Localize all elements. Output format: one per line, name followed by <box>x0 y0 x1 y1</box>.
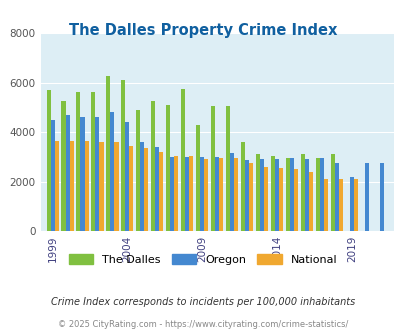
Bar <box>264 167 268 231</box>
Bar <box>114 142 118 231</box>
Bar <box>304 159 308 231</box>
Bar <box>170 157 174 231</box>
Bar <box>241 142 245 231</box>
Bar <box>189 155 193 231</box>
Bar <box>196 125 200 231</box>
Text: © 2025 CityRating.com - https://www.cityrating.com/crime-statistics/: © 2025 CityRating.com - https://www.city… <box>58 320 347 329</box>
Bar <box>300 154 304 231</box>
Bar <box>249 163 253 231</box>
Bar <box>330 154 334 231</box>
Bar <box>159 152 163 231</box>
Bar <box>256 154 260 231</box>
Bar <box>69 141 73 231</box>
Bar <box>315 158 319 231</box>
Bar <box>211 106 215 231</box>
Bar <box>271 155 274 231</box>
Bar <box>308 172 312 231</box>
Legend: The Dalles, Oregon, National: The Dalles, Oregon, National <box>64 250 341 269</box>
Bar <box>121 80 125 231</box>
Bar <box>99 142 103 231</box>
Bar <box>285 158 289 231</box>
Bar <box>219 158 223 231</box>
Bar <box>274 159 278 231</box>
Bar <box>245 160 249 231</box>
Bar <box>319 158 323 231</box>
Bar <box>144 148 148 231</box>
Bar <box>91 92 95 231</box>
Bar <box>155 147 159 231</box>
Bar <box>204 159 208 231</box>
Bar <box>226 106 230 231</box>
Bar <box>353 179 357 231</box>
Bar <box>110 112 114 231</box>
Bar <box>349 177 353 231</box>
Bar <box>379 163 383 231</box>
Bar <box>185 157 189 231</box>
Bar <box>166 105 170 231</box>
Text: Crime Index corresponds to incidents per 100,000 inhabitants: Crime Index corresponds to incidents per… <box>51 297 354 307</box>
Bar <box>174 155 178 231</box>
Bar <box>47 90 51 231</box>
Bar <box>215 157 219 231</box>
Text: The Dalles Property Crime Index: The Dalles Property Crime Index <box>68 23 337 38</box>
Bar <box>140 142 144 231</box>
Bar <box>293 169 297 231</box>
Bar <box>230 153 234 231</box>
Bar <box>181 89 185 231</box>
Bar <box>234 158 238 231</box>
Bar <box>151 101 155 231</box>
Bar <box>54 141 58 231</box>
Bar <box>65 115 69 231</box>
Bar <box>106 76 110 231</box>
Bar <box>80 117 84 231</box>
Bar <box>278 168 282 231</box>
Bar <box>200 157 204 231</box>
Bar <box>289 158 293 231</box>
Bar <box>51 120 54 231</box>
Bar <box>129 146 133 231</box>
Bar <box>260 159 264 231</box>
Bar <box>334 163 338 231</box>
Bar <box>338 179 342 231</box>
Bar <box>84 141 88 231</box>
Bar <box>323 179 327 231</box>
Bar <box>76 92 80 231</box>
Bar <box>364 163 368 231</box>
Bar <box>95 117 99 231</box>
Bar <box>136 110 140 231</box>
Bar <box>61 101 65 231</box>
Bar <box>125 122 129 231</box>
